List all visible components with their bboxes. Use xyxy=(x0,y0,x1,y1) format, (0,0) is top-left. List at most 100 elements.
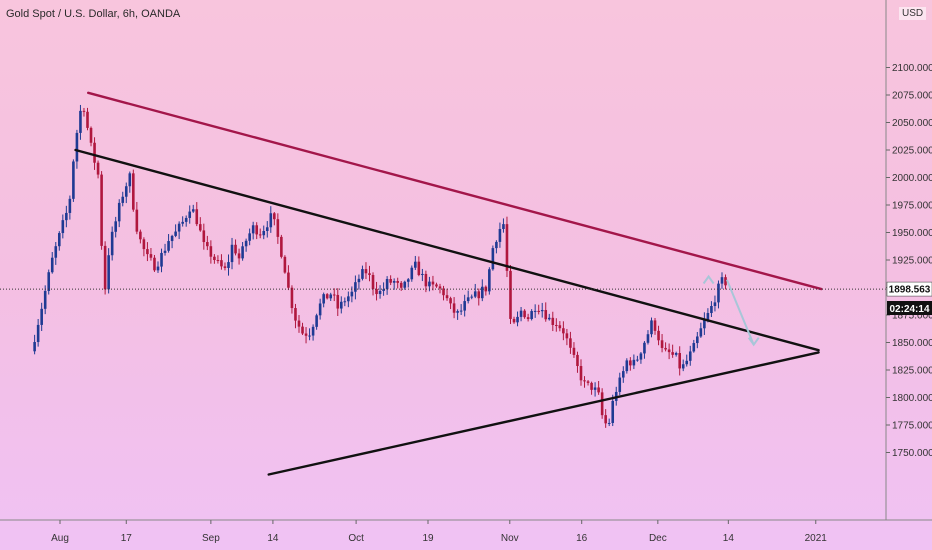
candle-body xyxy=(509,270,512,319)
candle-body xyxy=(132,173,135,210)
candle-body xyxy=(213,256,216,261)
currency-label[interactable]: USD xyxy=(899,7,927,20)
candle-body xyxy=(724,277,727,286)
candle-body xyxy=(396,281,399,283)
candle-body xyxy=(241,246,244,259)
candle-body xyxy=(216,260,220,262)
candle-body xyxy=(68,198,72,213)
candle-body xyxy=(174,231,177,236)
candle-body xyxy=(466,297,470,302)
candle-body xyxy=(339,301,343,309)
last-price-label: 1898.563 xyxy=(889,285,931,296)
candle-body xyxy=(142,239,146,250)
candle-body xyxy=(167,241,170,251)
candle-body xyxy=(223,266,227,268)
price-tick-label: 2000.000 xyxy=(892,173,932,184)
candle-body xyxy=(124,186,128,197)
candle-body xyxy=(230,244,234,263)
candle-body xyxy=(36,324,40,343)
candle-body xyxy=(311,326,315,336)
candle-body xyxy=(392,281,396,283)
candle-body xyxy=(583,380,586,382)
candle-body xyxy=(569,338,572,348)
trendlines[interactable] xyxy=(74,91,823,476)
candle-body xyxy=(710,306,713,314)
arrow-shaft xyxy=(726,279,755,346)
candle-body xyxy=(424,273,428,287)
candle-body xyxy=(220,260,223,267)
candle-body xyxy=(290,287,294,309)
candle-body xyxy=(456,311,459,313)
time-tick-label: Nov xyxy=(501,533,519,544)
candle-body xyxy=(579,366,583,381)
candle-body xyxy=(678,353,681,369)
price-tick-label: 1850.000 xyxy=(892,338,932,349)
candle-body xyxy=(688,351,692,361)
candle-body xyxy=(667,349,671,353)
chart-title: Gold Spot / U.S. Dollar, 6h, OANDA xyxy=(6,8,181,20)
upper-support-trendline[interactable] xyxy=(74,148,820,352)
candle-body xyxy=(442,288,445,296)
resistance-trendline[interactable] xyxy=(86,91,823,291)
candle-body xyxy=(265,227,269,232)
arrow-up-chevron xyxy=(702,274,715,285)
candle-body xyxy=(477,291,481,299)
candle-body xyxy=(160,252,163,267)
candle-body xyxy=(590,382,593,390)
candle-body xyxy=(403,281,407,288)
candle-body xyxy=(625,360,629,372)
candle-body xyxy=(530,311,533,320)
candle-body xyxy=(343,301,347,303)
candle-body xyxy=(498,229,502,242)
candle-body xyxy=(618,377,622,392)
price-axis[interactable]: 1750.000 1775.000 1800.000 1825.000 1850.000… xyxy=(886,63,932,459)
candle-body xyxy=(86,111,89,128)
candle-body xyxy=(703,319,706,329)
candle-body xyxy=(43,290,47,309)
candle-body xyxy=(33,342,36,352)
candle-body xyxy=(255,225,258,235)
candle-body xyxy=(378,290,382,295)
candle-body xyxy=(322,294,325,304)
candle-body xyxy=(604,415,607,424)
candle-body xyxy=(653,320,657,331)
candle-body xyxy=(555,324,558,326)
candle-body xyxy=(586,381,590,383)
candle-body xyxy=(184,217,188,222)
candle-body xyxy=(421,273,424,275)
candle-body xyxy=(692,343,696,352)
candle-body xyxy=(547,317,551,320)
candle-body xyxy=(110,231,114,256)
candle-body xyxy=(417,261,421,275)
candle-body xyxy=(301,326,304,334)
candle-body xyxy=(198,224,202,231)
candle-body xyxy=(227,262,230,268)
candle-body xyxy=(368,273,371,275)
lower-support-trendline[interactable] xyxy=(267,351,820,476)
candle-body xyxy=(156,266,160,271)
candle-body xyxy=(128,173,132,187)
candle-body xyxy=(89,127,93,143)
candle-body xyxy=(375,289,378,295)
candle-body xyxy=(61,220,65,234)
candle-body xyxy=(621,371,625,378)
price-tick-label: 2075.000 xyxy=(892,91,932,102)
candle-body xyxy=(195,209,199,225)
candle-body xyxy=(480,286,484,299)
price-tick-label: 1950.000 xyxy=(892,228,932,239)
price-tick-label: 1825.000 xyxy=(892,366,932,377)
candle-body xyxy=(664,347,667,350)
candle-body xyxy=(558,325,562,329)
candle-body xyxy=(325,294,329,299)
projection-arrow[interactable] xyxy=(702,274,760,347)
time-tick-label: 16 xyxy=(576,533,588,544)
candle-body xyxy=(54,246,58,258)
candle-body xyxy=(258,234,262,236)
candle-body xyxy=(699,328,703,337)
time-axis[interactable]: Aug 17 Sep 14 Oct 19 Nov 16 Dec 14 2021 xyxy=(51,520,827,544)
candle-body xyxy=(163,250,167,253)
time-tick-label: 17 xyxy=(121,533,133,544)
candle-body xyxy=(406,279,410,282)
candle-body xyxy=(82,110,86,112)
